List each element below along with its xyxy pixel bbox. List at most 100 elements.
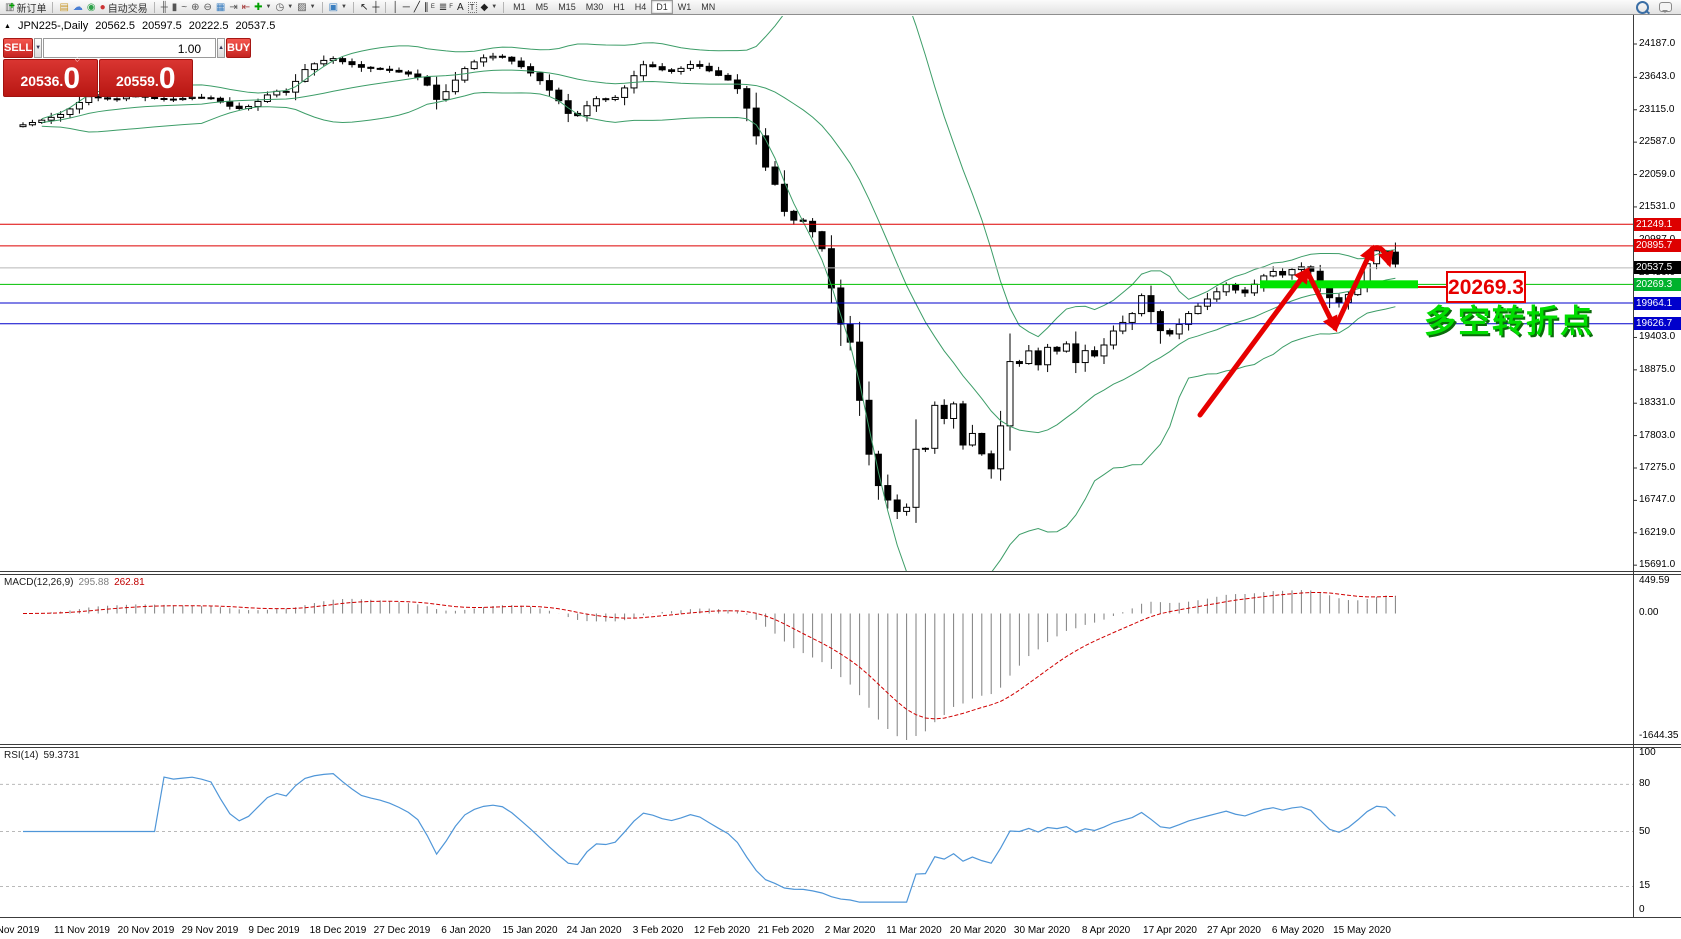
date-tick: 15 May 2020 (1333, 925, 1391, 936)
bar-chart-icon[interactable]: ╫ (159, 1, 170, 14)
one-click-trading-panel: SELL ▼ ▲ BUY ◇ 20536.0 20559.0 (3, 38, 252, 97)
text-icon: A (456, 1, 464, 13)
label-icon: T (467, 1, 477, 13)
new-chart-icon[interactable]: ✚ ▼ (254, 1, 272, 13)
sell-button[interactable]: SELL (3, 38, 34, 58)
zoom-in-icon[interactable]: ⊕ (189, 1, 201, 14)
price-tick: 23115.0 (1639, 103, 1675, 115)
chart-frame-icon: ▣ (328, 1, 339, 13)
date-tick: 17 Apr 2020 (1143, 925, 1197, 936)
date-tick: 27 Dec 2019 (373, 925, 431, 936)
shapes-icon[interactable]: ◆ ▼ (480, 1, 498, 13)
price-tick: 17803.0 (1639, 429, 1676, 441)
timeframe-m30[interactable]: M30 (585, 2, 604, 12)
price-tick: 18331.0 (1639, 397, 1676, 409)
macd-main-value: 295.88 (78, 577, 110, 588)
profiles-icon: ☁ (72, 1, 83, 13)
buy-button[interactable]: BUY (226, 38, 252, 58)
bar-chart-icon: ╫ (160, 1, 168, 13)
timeframe-h1[interactable]: H1 (613, 2, 625, 12)
macd-tick: 449.59 (1639, 575, 1670, 586)
templates-icon[interactable]: ▨ ▼ (297, 1, 316, 13)
trendline-icon[interactable]: ╱ (412, 1, 422, 14)
timeframe-d1[interactable]: D1 (651, 0, 673, 14)
timeframe-m1[interactable]: M1 (513, 2, 526, 12)
autotrading-button[interactable]: ● 自动交易 (98, 1, 150, 15)
volume-decrease-button[interactable]: ▼ (34, 38, 43, 58)
date-tick: 3 Feb 2020 (632, 925, 684, 936)
ohlc-low: 20222.5 (188, 20, 229, 32)
signals-icon: ◉ (86, 1, 96, 13)
chart-shift-icon[interactable]: ⇤ (240, 1, 252, 14)
sell-price[interactable]: 20536. 0 (3, 59, 98, 97)
price-tick: 16219.0 (1639, 526, 1676, 538)
line-chart-icon[interactable]: ~ (179, 1, 189, 14)
timeframe-mn[interactable]: MN (701, 2, 716, 12)
rsi-tick: 15 (1639, 880, 1651, 892)
volume-increase-button[interactable]: ▲ (217, 38, 226, 58)
price-tick: 23643.0 (1639, 71, 1676, 83)
profiles-icon[interactable]: ☁ (71, 1, 85, 14)
chart-frame-icon[interactable]: ▣ ▼ (328, 1, 347, 13)
cn-annotation-text: 多空转折点 (1424, 303, 1594, 339)
date-tick: 24 Jan 2020 (566, 925, 622, 936)
timeframe-m15[interactable]: M15 (558, 2, 576, 12)
date-tick: 18 Dec 2019 (309, 925, 367, 936)
vertical-line-icon[interactable]: │ (390, 1, 400, 14)
auto-scroll-icon[interactable]: ⇥ (227, 1, 239, 14)
zoom-in-icon: ⊕ (191, 1, 200, 13)
new-order-button[interactable]: ▥ ✚ 新订单 (3, 1, 48, 15)
text-icon[interactable]: A (455, 1, 466, 14)
price-tick: 18875.0 (1639, 363, 1676, 375)
cursor-icon[interactable]: ↖ (358, 1, 370, 14)
crosshair-icon[interactable]: ┼ (370, 1, 381, 14)
crosshair-icon: ┼ (372, 1, 380, 13)
search-icon[interactable] (1636, 0, 1649, 14)
timeframe-m5[interactable]: M5 (535, 2, 549, 12)
volume-input[interactable] (43, 38, 217, 58)
zoom-out-icon[interactable]: ⊖ (202, 1, 214, 14)
timeframe-w1[interactable]: W1 (677, 2, 692, 12)
market-watch-icon[interactable]: ▤ (57, 1, 70, 14)
auto-scroll-icon: ⇥ (229, 1, 238, 13)
horizontal-line-icon: ─ (402, 1, 410, 13)
date-tick: 9 Dec 2019 (248, 925, 300, 936)
sell-price-main: 20536. (20, 73, 64, 89)
label-icon[interactable]: T (466, 1, 479, 14)
main-toolbar: ▥ ✚ 新订单 ▤ ☁ ◉ ● 自动交易 ╫ ▮ ~ ⊕ ⊖ ▦ ⇥ ⇤ ✚ ▼ ◷ ▼ ▨ ▼ ▣ ▼ ↖ ┼ │ ─ ╱ ∥ E ≣ F A T… (0, 0, 1681, 15)
price-tick: 15691.0 (1639, 559, 1676, 571)
horizontal-line-icon[interactable]: ─ (401, 1, 412, 14)
date-tick: 20 Mar 2020 (949, 925, 1007, 936)
price-tick: 17275.0 (1639, 461, 1676, 473)
chat-icon[interactable] (1659, 2, 1672, 13)
signals-icon[interactable]: ◉ (85, 1, 98, 14)
price-line-label: 19626.7 (1634, 317, 1681, 331)
date-tick: 29 Nov 2019 (181, 925, 239, 936)
periods-icon: ◷ (275, 1, 285, 13)
fibonacci-icon: ≣ (438, 1, 448, 13)
candlestick-chart-icon[interactable]: ▮ (170, 1, 180, 14)
date-tick: 21 Feb 2020 (757, 925, 815, 936)
price-line-label: 20269.3 (1634, 277, 1681, 291)
rsi-tick: 100 (1639, 747, 1656, 758)
price-tick: 22059.0 (1639, 168, 1676, 180)
cursor-icon: ↖ (360, 1, 369, 13)
rsi-label-row: RSI(14) 59.3731 (4, 750, 80, 761)
date-tick: 2 Mar 2020 (824, 925, 876, 936)
buy-price[interactable]: 20559. 0 (98, 59, 193, 97)
buy-price-main: 20559. (115, 73, 159, 89)
level-callout-text: 20269.3 (1448, 276, 1524, 299)
trendline-icon: ╱ (413, 1, 420, 13)
timeframe-h4[interactable]: H4 (634, 2, 647, 12)
tile-windows-icon[interactable]: ▦ (214, 1, 227, 14)
sell-price-pips: 0 (63, 62, 80, 95)
fibonacci-icon[interactable]: ≣ F (438, 1, 453, 13)
new-chart-icon: ✚ (254, 1, 263, 13)
chart-shift-icon: ⇤ (241, 1, 251, 13)
periods-icon[interactable]: ◷ ▼ (275, 1, 294, 13)
ohlc-high: 20597.5 (142, 20, 182, 32)
channel-icon[interactable]: ∥ E (423, 1, 435, 13)
new-order-button-label: 新订单 (16, 3, 47, 15)
cn-annotation-text: 多空转折点 (1426, 305, 1596, 341)
